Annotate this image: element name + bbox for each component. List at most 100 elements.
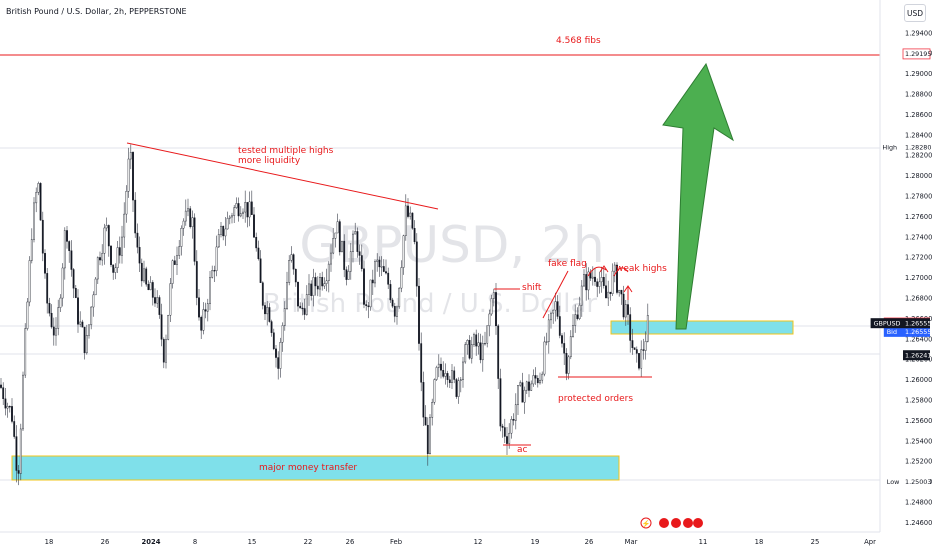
candle-body	[367, 305, 370, 308]
price-tag-label: GBPUSD	[874, 319, 901, 327]
candle-body	[244, 202, 247, 213]
candle-body	[220, 225, 222, 235]
candle-body	[79, 321, 82, 325]
candle-body	[330, 252, 332, 265]
candle-body	[165, 339, 167, 363]
candle-body	[325, 280, 328, 284]
candle-body	[336, 221, 339, 234]
candle-body	[616, 264, 618, 293]
lightning-icon	[640, 517, 652, 529]
price-tag-value: 1.26555	[905, 319, 931, 327]
candle-body	[140, 262, 143, 282]
candle-body	[308, 283, 310, 295]
price-tick-label: 1.27000	[905, 274, 932, 282]
candle-body	[246, 202, 249, 218]
candle-body	[8, 406, 11, 408]
candle-body	[424, 416, 427, 426]
candle-body	[99, 257, 101, 261]
candle-body	[365, 304, 368, 307]
candle-body	[55, 328, 57, 336]
time-tick-label: 19	[531, 538, 540, 546]
candle-body	[642, 349, 645, 351]
candle-body	[277, 357, 280, 369]
candle-body	[162, 339, 165, 363]
candle-body	[644, 341, 647, 351]
candle-body	[503, 427, 506, 437]
candle-body	[481, 343, 484, 361]
price-tick-label: 1.27400	[905, 233, 932, 241]
candle-body	[534, 375, 537, 379]
candle-body	[510, 419, 513, 434]
candle-body	[514, 404, 517, 421]
candle-body	[160, 314, 163, 340]
candle-body	[211, 270, 214, 278]
candle-body	[613, 264, 616, 272]
time-axis[interactable]: 18 26 2024 8 15 22 26 Feb 12 19 26 Mar 11 18 25 Apr	[45, 538, 876, 546]
candle-body	[444, 373, 447, 377]
candle-body	[462, 361, 464, 380]
candle-body	[30, 239, 33, 261]
candle-body	[129, 152, 132, 160]
candle-body	[437, 363, 440, 368]
candle-body	[132, 152, 134, 201]
candle-body	[33, 202, 35, 240]
money-transfer-zone	[11, 455, 620, 481]
price-axis[interactable]: 1.246001.248001.250001.252001.254001.256…	[905, 29, 932, 527]
candle-body	[68, 241, 71, 251]
candle-body	[459, 379, 462, 381]
candle-body	[576, 314, 579, 319]
currency-button[interactable]: USD	[904, 4, 926, 22]
candle-body	[369, 279, 372, 308]
candle-body	[398, 287, 401, 308]
candle-body	[11, 406, 13, 422]
candle-body	[13, 421, 16, 437]
candle-body	[583, 274, 585, 287]
price-tick-label: 1.25200	[905, 458, 932, 466]
fake-flag-line	[542, 270, 569, 319]
candle-body	[94, 278, 97, 296]
candle-body	[523, 389, 526, 403]
candle-body	[182, 220, 185, 229]
candle-body	[360, 255, 363, 269]
candle-body	[536, 378, 539, 384]
price-tick-label: 1.28000	[905, 172, 932, 180]
candle-body	[492, 292, 495, 299]
candle-body	[143, 268, 145, 282]
candle-body	[114, 267, 117, 273]
candle-body	[607, 291, 610, 299]
candle-body	[420, 343, 423, 383]
candle-body	[638, 353, 640, 369]
candle-body	[521, 382, 524, 403]
candle-body	[349, 251, 352, 272]
candle-body	[149, 282, 152, 291]
candle-body	[178, 246, 181, 256]
candle-body	[239, 213, 242, 217]
candle-body	[563, 343, 566, 354]
flag-icon	[693, 518, 703, 528]
candle-body	[242, 211, 244, 214]
candle-body	[37, 183, 40, 193]
candle-body	[275, 348, 277, 358]
candle-body	[158, 297, 161, 315]
candle-body	[435, 367, 438, 380]
candle-body	[429, 417, 431, 455]
candle-body	[206, 303, 209, 312]
candle-body	[448, 379, 451, 383]
candle-body	[431, 402, 434, 418]
candle-body	[356, 231, 359, 252]
candle-body	[468, 340, 471, 359]
chart-title: British Pound / U.S. Dollar, 2h, PEPPERS…	[6, 7, 187, 16]
candle-body	[151, 282, 154, 298]
candle-body	[127, 158, 130, 192]
candle-body	[48, 302, 51, 314]
price-tag-value: 1.25003	[905, 478, 931, 486]
candle-body	[248, 201, 251, 218]
candle-body	[413, 228, 416, 243]
target-zone	[610, 320, 794, 335]
price-tick-label: 1.26000	[905, 376, 932, 384]
weak-highs-label: weak highs	[616, 264, 667, 274]
candle-body	[554, 301, 557, 311]
candle-body	[622, 293, 625, 318]
candle-body	[147, 284, 150, 291]
